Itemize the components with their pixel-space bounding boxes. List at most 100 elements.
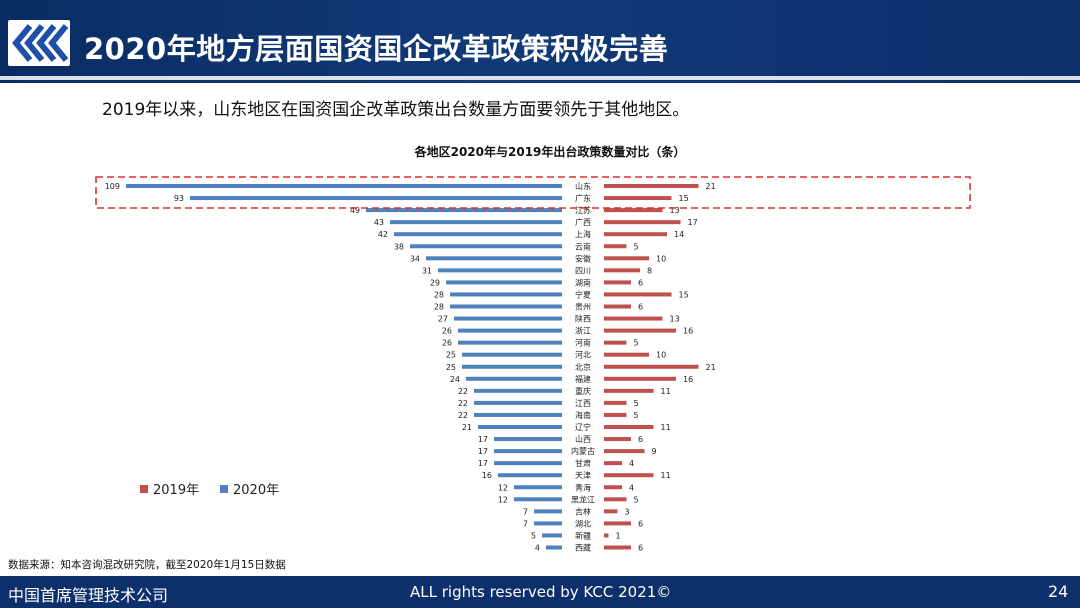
- value-label-2019: 16: [683, 327, 693, 336]
- bar-2019-浙江: [604, 328, 676, 333]
- bar-2019-广东: [604, 196, 672, 201]
- bar-2020-山西: [494, 437, 562, 442]
- bar-2020-辽宁: [478, 425, 562, 429]
- value-label-2020: 17: [478, 435, 488, 444]
- bar-2020-山东: [126, 184, 562, 188]
- value-label-2019: 6: [638, 435, 643, 444]
- value-label-2020: 38: [394, 242, 404, 251]
- category-label: 重庆: [575, 386, 591, 396]
- value-label-2020: 34: [410, 254, 420, 263]
- value-label-2020: 17: [478, 459, 488, 468]
- bar-2020-江西: [474, 400, 562, 405]
- value-label-2019: 6: [638, 544, 643, 553]
- bar-2019-安徽: [604, 256, 649, 261]
- bar-2019-贵州: [604, 304, 631, 309]
- bar-2019-甘肃: [604, 461, 622, 466]
- kcc-logo: [8, 20, 70, 66]
- bar-2019-湖南: [604, 280, 631, 285]
- bar-2020-重庆: [474, 388, 562, 393]
- category-label: 天津: [575, 470, 591, 480]
- legend-swatch-2020: [220, 485, 228, 493]
- value-label-2019: 5: [634, 411, 639, 420]
- value-label-2020: 28: [434, 303, 444, 312]
- bar-2019-西藏: [604, 545, 631, 550]
- bar-2019-陕西: [604, 316, 663, 321]
- value-label-2020: 43: [374, 218, 384, 227]
- value-label-2019: 10: [656, 254, 666, 263]
- value-label-2020: 7: [523, 507, 528, 516]
- category-label: 青海: [575, 482, 591, 492]
- category-label: 北京: [575, 362, 591, 372]
- bar-2019-河北: [604, 352, 649, 357]
- bar-2019-北京: [604, 364, 699, 369]
- category-label: 河南: [575, 338, 591, 348]
- value-label-2019: 4: [629, 459, 634, 468]
- value-label-2019: 11: [661, 423, 671, 432]
- bar-2020-天津: [498, 473, 562, 478]
- bar-2020-黑龙江: [514, 497, 562, 502]
- bar-2019-海南: [604, 412, 627, 417]
- bar-2019-广西: [604, 220, 681, 225]
- chart-title: 各地区2020年与2019年出台政策数量对比（条）: [414, 144, 686, 159]
- footer-bar: [0, 576, 1080, 608]
- bar-2020-吉林: [534, 509, 562, 514]
- bar-2020-内蒙古: [494, 449, 562, 454]
- bar-2019-新疆: [604, 533, 609, 538]
- value-label-2019: 13: [670, 315, 680, 324]
- bar-2020-宁夏: [450, 292, 562, 297]
- bar-2019-河南: [604, 340, 627, 345]
- bar-2020-上海: [394, 232, 562, 237]
- value-label-2020: 17: [478, 447, 488, 456]
- data-source-note: 数据来源：知本咨询混改研究院，截至2020年1月15日数据: [8, 559, 286, 571]
- value-label-2020: 22: [458, 411, 468, 420]
- value-label-2020: 25: [446, 351, 456, 360]
- bar-2019-四川: [604, 268, 640, 273]
- bar-2020-新疆: [542, 533, 562, 538]
- category-label: 江西: [575, 399, 591, 408]
- value-label-2019: 17: [688, 218, 698, 227]
- value-label-2020: 27: [438, 315, 448, 324]
- bar-2019-辽宁: [604, 425, 654, 429]
- value-label-2019: 3: [625, 507, 630, 516]
- value-label-2020: 22: [458, 399, 468, 408]
- bar-2019-山东: [604, 184, 699, 188]
- bar-2019-天津: [604, 473, 654, 478]
- bar-2019-湖北: [604, 521, 631, 526]
- category-label: 辽宁: [575, 422, 591, 432]
- kcc-logo-icon: [12, 24, 69, 62]
- bar-2020-福建: [466, 376, 562, 381]
- bar-2019-宁夏: [604, 292, 672, 297]
- bar-2019-山西: [604, 437, 631, 442]
- bar-2020-浙江: [458, 328, 562, 333]
- value-label-2019: 4: [629, 483, 634, 492]
- legend-swatch-2019: [140, 485, 148, 493]
- value-label-2019: 6: [638, 519, 643, 528]
- page-subtitle: 2019年以来，山东地区在国资国企改革政策出台数量方面要领先于其他地区。: [102, 100, 690, 120]
- category-label: 安徽: [575, 253, 591, 263]
- category-label: 宁夏: [575, 289, 591, 299]
- bar-2019-青海: [604, 485, 622, 490]
- bar-2020-青海: [514, 485, 562, 490]
- value-label-2019: 15: [679, 194, 689, 203]
- value-label-2019: 6: [638, 278, 643, 287]
- value-label-2020: 21: [462, 423, 472, 432]
- category-label: 江苏: [575, 205, 591, 215]
- bar-2020-安徽: [426, 256, 562, 261]
- bar-2020-西藏: [546, 545, 562, 550]
- category-label: 福建: [575, 374, 591, 384]
- bar-2020-海南: [474, 412, 562, 417]
- value-label-2020: 26: [442, 327, 452, 336]
- value-label-2019: 13: [670, 206, 680, 215]
- bar-2020-河北: [462, 352, 562, 357]
- bar-2020-云南: [410, 244, 562, 249]
- category-label: 湖北: [575, 519, 591, 528]
- chart-legend: 2019年 2020年: [140, 483, 279, 498]
- bar-2020-北京: [462, 364, 562, 369]
- value-label-2019: 9: [652, 447, 657, 456]
- bar-2020-甘肃: [494, 461, 562, 466]
- value-label-2019: 14: [674, 230, 684, 239]
- category-label: 广东: [575, 193, 591, 203]
- category-label: 湖南: [575, 277, 591, 287]
